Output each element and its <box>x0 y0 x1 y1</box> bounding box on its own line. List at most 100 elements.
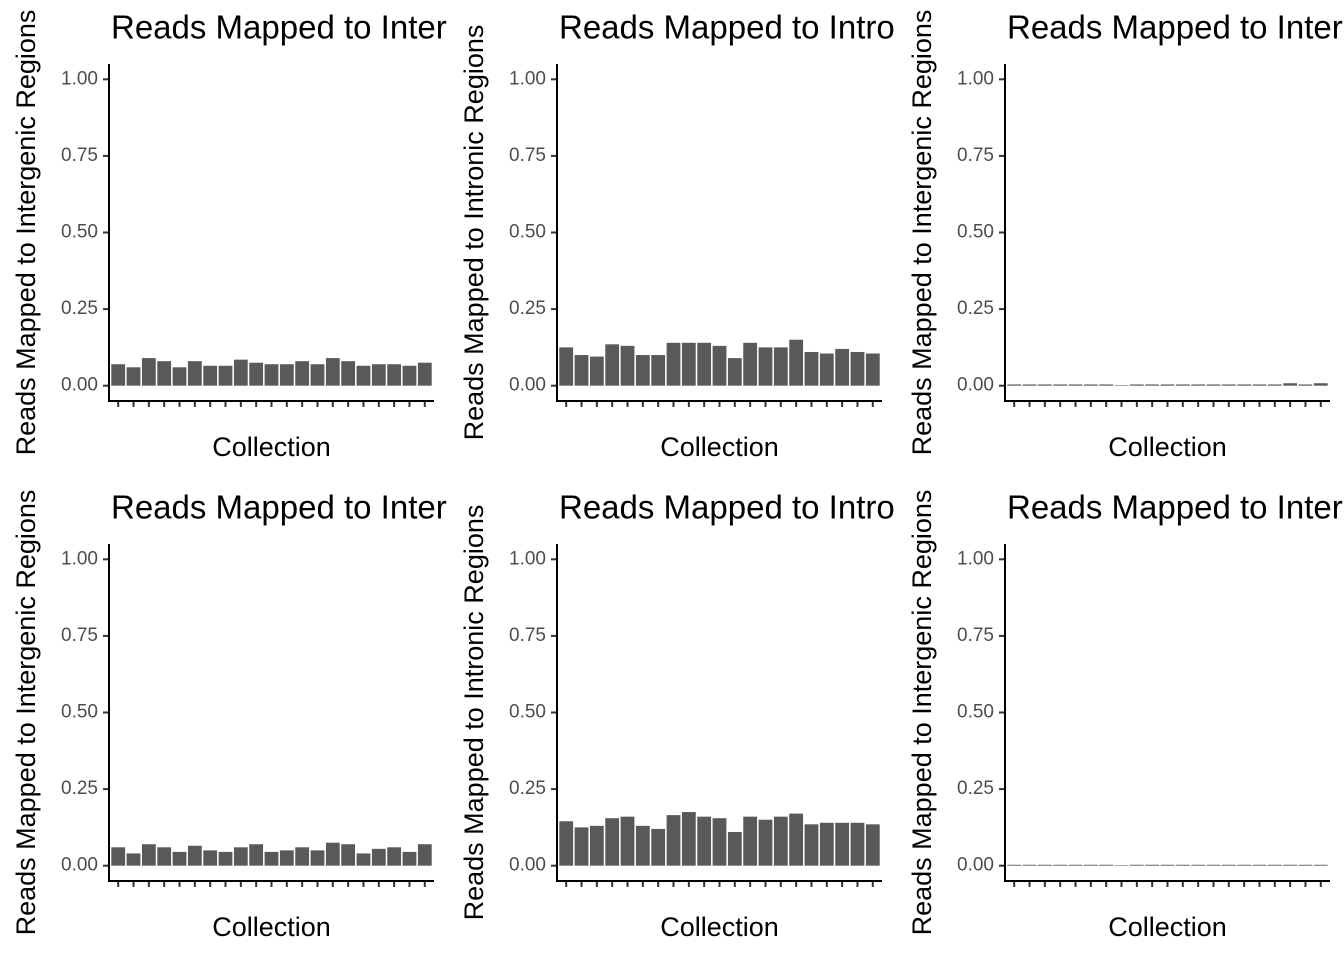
bar <box>111 364 126 386</box>
chart-title: Reads Mapped to Intergenic Regions <box>111 489 656 526</box>
bar <box>279 364 294 386</box>
bar <box>1237 864 1252 866</box>
bar <box>1206 384 1221 386</box>
y-tick-label: 1.00 <box>509 68 546 89</box>
y-tick-label: 0.75 <box>61 625 98 646</box>
bar <box>635 825 650 866</box>
bar <box>773 816 788 866</box>
bar <box>773 347 788 386</box>
bar <box>249 844 264 866</box>
bar <box>157 361 172 386</box>
bar <box>356 365 371 386</box>
bar <box>1175 384 1190 386</box>
bar <box>1145 864 1160 866</box>
bar <box>835 348 850 386</box>
bar <box>666 815 681 866</box>
bar <box>218 851 233 866</box>
bar <box>218 365 233 386</box>
bar <box>635 355 650 386</box>
bar <box>341 844 356 866</box>
y-tick-label: 0.75 <box>61 145 98 166</box>
bar <box>1099 384 1114 386</box>
bar <box>1068 384 1083 386</box>
bar <box>172 851 187 866</box>
bar <box>758 347 773 386</box>
bar <box>1313 383 1328 386</box>
bar <box>325 842 340 866</box>
y-tick-label: 0.25 <box>509 298 546 319</box>
bar <box>1068 864 1083 866</box>
y-tick-label: 0.50 <box>509 702 546 723</box>
bar <box>727 831 742 866</box>
bar <box>141 844 156 866</box>
y-axis-title: Reads Mapped to Intronic Regions <box>459 505 489 921</box>
y-tick-label: 1.00 <box>61 548 98 569</box>
bar <box>402 851 417 866</box>
y-tick-label: 1.00 <box>957 68 994 89</box>
bar <box>325 358 340 386</box>
panel: Reads Mapped to Intergenic Regions Reads … <box>907 9 1344 462</box>
bar <box>279 850 294 866</box>
bar <box>371 848 386 866</box>
y-tick-label: 0.50 <box>957 702 994 723</box>
y-tick-label: 0.00 <box>509 375 546 396</box>
y-tick-label: 0.50 <box>61 222 98 243</box>
bar <box>402 365 417 386</box>
bar <box>126 367 141 386</box>
bar <box>819 822 834 866</box>
bar <box>417 362 432 386</box>
bar <box>589 356 604 386</box>
y-tick-label: 0.25 <box>61 778 98 799</box>
bar <box>1221 864 1236 866</box>
bar <box>681 342 696 386</box>
bar <box>310 364 325 386</box>
bar <box>1191 864 1206 866</box>
bar <box>1160 384 1175 386</box>
y-axis-title: Reads Mapped to Intergenic Regions <box>11 10 41 456</box>
bar <box>1114 865 1129 866</box>
bar <box>187 361 202 386</box>
bar <box>1022 384 1037 386</box>
bar <box>1007 864 1022 866</box>
bar <box>341 361 356 386</box>
bar <box>574 827 589 866</box>
bar <box>1037 864 1052 866</box>
y-axis-title: Reads Mapped to Intergenic Regions <box>907 490 937 936</box>
panel: Reads Mapped to Intergenic RegionsReads … <box>11 9 448 462</box>
y-tick-label: 0.75 <box>509 145 546 166</box>
bar <box>865 353 880 386</box>
bar <box>1007 384 1022 386</box>
panel: Reads Mapped to Intergenic RegionsReads … <box>11 489 656 942</box>
chart-title: Reads Mapped to Intronic Regions <box>559 9 1067 46</box>
bar <box>1114 385 1129 386</box>
bar <box>1053 864 1068 866</box>
bar <box>605 344 620 386</box>
bar <box>203 850 218 866</box>
bar <box>203 365 218 386</box>
bar <box>1283 383 1298 386</box>
chart-title: Reads Mapped to Intergenic Regions <box>1007 9 1344 46</box>
y-tick-label: 1.00 <box>61 68 98 89</box>
bar <box>1083 864 1098 866</box>
bar <box>157 847 172 866</box>
bar <box>249 362 264 386</box>
bar <box>1145 384 1160 386</box>
bar <box>559 347 574 386</box>
bar <box>1267 384 1282 386</box>
bar <box>295 361 310 386</box>
y-axis-title: Reads Mapped to Intergenic Regions <box>907 10 937 456</box>
x-axis-title: Collection <box>660 432 779 462</box>
y-tick-label: 0.00 <box>957 375 994 396</box>
y-axis-title: Reads Mapped to Intergenic Regions <box>11 490 41 936</box>
bar <box>574 355 589 386</box>
x-axis-title: Collection <box>1108 912 1227 942</box>
bar <box>356 853 371 866</box>
bar <box>371 364 386 386</box>
y-tick-label: 1.00 <box>957 548 994 569</box>
bar <box>1022 864 1037 866</box>
bar <box>819 353 834 386</box>
bar <box>620 816 635 866</box>
bar <box>712 818 727 866</box>
bar <box>789 339 804 386</box>
